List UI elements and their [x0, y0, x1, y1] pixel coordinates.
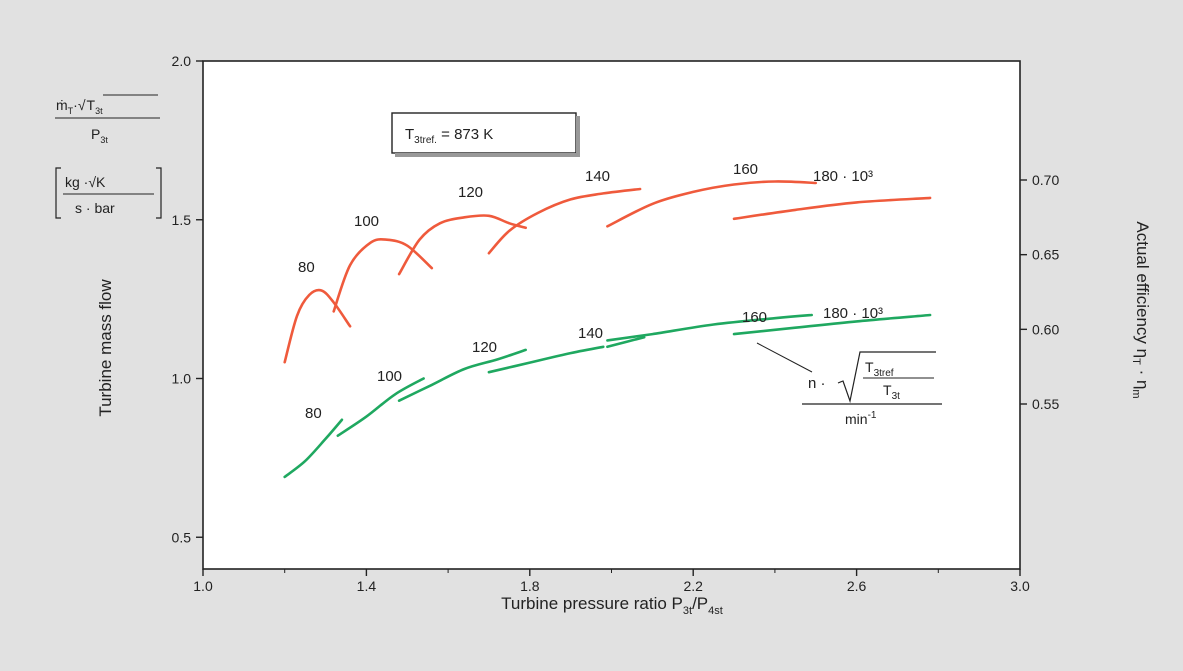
curve-group [283, 180, 932, 479]
y-right-sub1: T [1130, 358, 1142, 365]
y-right-tick-label: 0.70 [1032, 172, 1059, 188]
x-tick-label: 2.6 [847, 578, 867, 594]
y-left-tick-label: 1.0 [172, 371, 192, 387]
mass-flow-curve-120 [397, 348, 527, 402]
x-tick-label: 2.2 [683, 578, 703, 594]
x-label-sub1: 3t [683, 605, 692, 617]
speed-param-T-top: T [865, 359, 874, 375]
efficiency-curve-labels: 80 100 120 140 160 180 · 10³ [298, 161, 873, 276]
mass-flow-curve-160 [606, 313, 813, 342]
y-axis-label-left: Turbine mass flow [96, 279, 115, 417]
y-right-main: Actual efficiency η [1133, 221, 1152, 358]
unit-P: P [91, 126, 100, 142]
y-left-tick-label: 0.5 [172, 529, 192, 545]
ref-temp-sub: 3tref. [414, 135, 437, 146]
tick-group: 1.0 1.4 1.8 2.2 2.6 3.0 0.5 1.0 1.5 2.0 0.55 0.60 0.… [172, 53, 1060, 594]
unit-root: ·√ [73, 97, 86, 113]
unit-bottom: s · bar [75, 200, 115, 216]
eff-label-140: 140 [585, 168, 610, 185]
mf-label-180: 180 · 10³ [823, 305, 883, 322]
unit-m: ṁ [56, 97, 68, 113]
speed-param-n: n · [808, 375, 826, 392]
efficiency-curve-160 [606, 180, 818, 228]
reference-temperature-box: T3tref. = 873 K [391, 112, 580, 157]
y-left-tick-label: 2.0 [172, 53, 192, 69]
svg-text:T3tref. = 873 K: T3tref. = 873 K [405, 126, 493, 146]
mass-flow-curve-labels: 80 100 120 140 160 180 · 10³ [305, 305, 883, 422]
y-right-sub2: m [1130, 389, 1142, 398]
left-axis-units: ṁT·√T3t P3t kg ·√K s · bar [55, 94, 162, 219]
unit-T: T [87, 97, 96, 113]
y-right-tick-label: 0.65 [1032, 247, 1059, 263]
eff-label-100: 100 [354, 213, 379, 230]
unit-m-sub: T [68, 106, 74, 116]
mass-flow-curve-100 [336, 377, 425, 437]
eff-label-80: 80 [298, 259, 315, 276]
x-tick-label: 1.0 [193, 578, 213, 594]
ref-temp-value: = 873 K [437, 126, 493, 143]
svg-text:T3tref: T3tref [865, 359, 894, 379]
svg-text:T3t: T3t [883, 382, 900, 402]
unit-P-sub: 3t [100, 135, 108, 145]
plot-area [202, 60, 1021, 570]
efficiency-curve-100 [332, 238, 434, 313]
efficiency-curve-120 [397, 214, 527, 276]
mass-flow-curve-18010 [732, 313, 932, 336]
y-right-tick-label: 0.60 [1032, 321, 1059, 337]
mass-flow-curve-140b [606, 335, 646, 349]
speed-param-T-bottom: T [883, 382, 892, 398]
mf-label-160: 160 [742, 309, 767, 326]
x-tick-label: 1.8 [520, 578, 540, 594]
unit-T-sub: 3t [95, 106, 103, 116]
efficiency-curve-18010 [732, 196, 932, 221]
speed-parameter-label: n · T3tref T3t min-1 [756, 342, 942, 427]
unit-top: kg ·√K [65, 174, 106, 190]
y-right-tick-label: 0.55 [1032, 396, 1059, 412]
y-axis-label-right: Actual efficiency ηT · ηm [1130, 221, 1152, 398]
eff-label-180: 180 · 10³ [813, 168, 873, 185]
y-right-mid: · η [1133, 365, 1152, 390]
mf-label-140: 140 [578, 325, 603, 342]
speed-param-T-bottom-sub: 3t [892, 391, 901, 402]
mf-label-120: 120 [472, 339, 497, 356]
eff-label-120: 120 [458, 184, 483, 201]
svg-text:P3t: P3t [91, 126, 108, 145]
efficiency-curve-140 [487, 187, 642, 255]
svg-text:min-1: min-1 [845, 410, 877, 427]
x-label-main: Turbine pressure ratio P [501, 594, 683, 613]
mass-flow-curve-80 [283, 418, 344, 479]
x-axis-label: Turbine pressure ratio P3t/P4st [501, 594, 723, 617]
speed-param-unit-sup: -1 [868, 410, 877, 421]
x-label-mid: /P [692, 594, 708, 613]
mf-label-80: 80 [305, 405, 322, 422]
speed-param-T-top-sub: 3tref [874, 368, 894, 379]
x-label-sub2: 4st [708, 605, 723, 617]
mass-flow-curve-140 [487, 345, 605, 374]
x-tick-label: 3.0 [1010, 578, 1030, 594]
mf-label-100: 100 [377, 368, 402, 385]
svg-text:ṁT·√T3t: ṁT·√T3t [56, 97, 103, 116]
x-tick-label: 1.4 [357, 578, 377, 594]
y-left-tick-label: 1.5 [172, 212, 192, 228]
speed-param-unit: min [845, 411, 868, 427]
ref-temp-T: T [405, 126, 414, 143]
eff-label-160: 160 [733, 161, 758, 178]
